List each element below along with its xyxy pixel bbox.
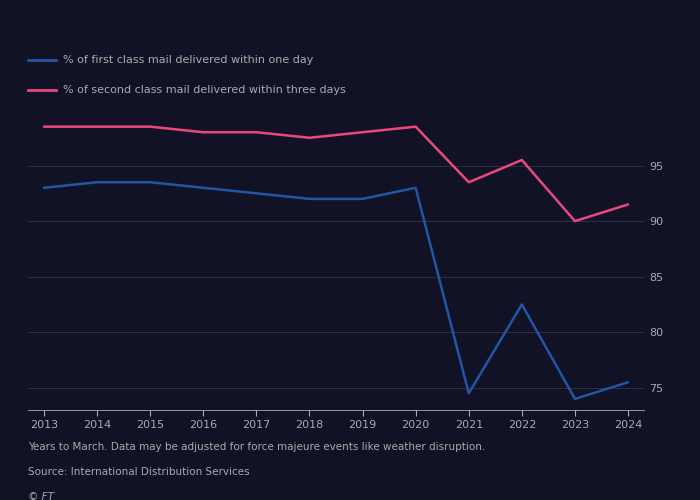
Text: % of second class mail delivered within three days: % of second class mail delivered within … <box>63 85 346 95</box>
Text: © FT: © FT <box>28 492 54 500</box>
Text: % of first class mail delivered within one day: % of first class mail delivered within o… <box>63 55 314 65</box>
Text: Years to March. Data may be adjusted for force majeure events like weather disru: Years to March. Data may be adjusted for… <box>28 442 485 452</box>
Text: Source: International Distribution Services: Source: International Distribution Servi… <box>28 467 250 477</box>
